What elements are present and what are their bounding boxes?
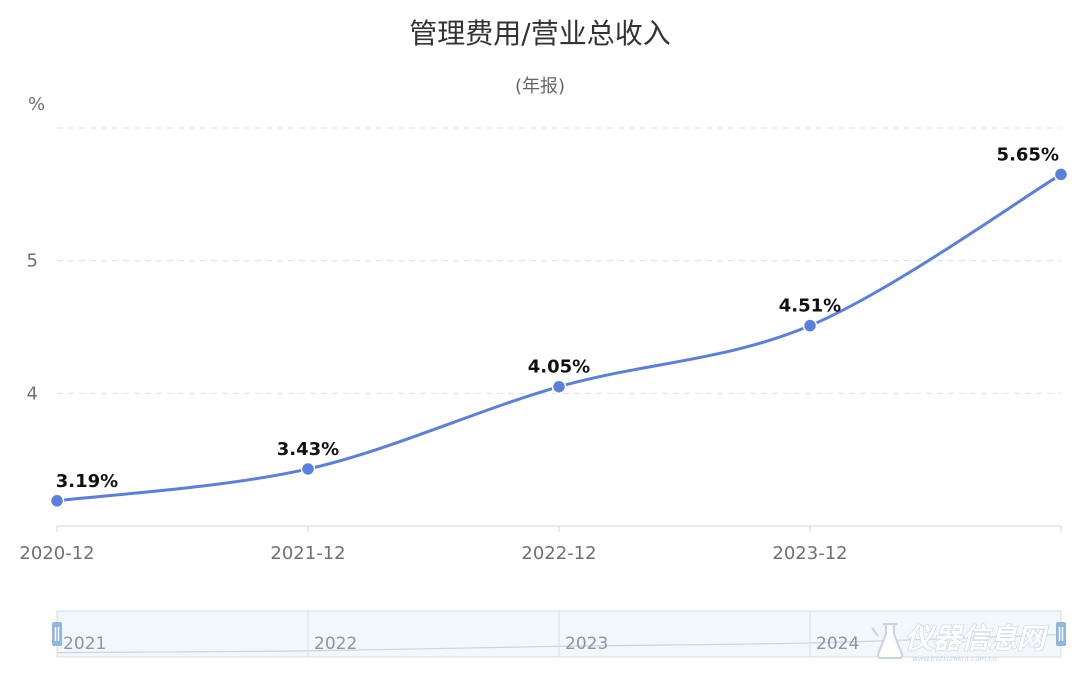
data-label: 4.05% <box>528 357 590 378</box>
data-zoom-left-handle[interactable] <box>52 622 62 646</box>
x-tick-label: 2021-12 <box>270 543 345 564</box>
data-point[interactable] <box>1053 167 1069 182</box>
data-zoom-label: 2023 <box>565 634 608 654</box>
y-axis-ticks: 45 <box>27 251 38 405</box>
data-label: 4.51% <box>779 296 841 317</box>
data-label: 3.43% <box>277 439 339 460</box>
data-zoom-dividers <box>307 611 811 657</box>
y-tick-label: 5 <box>27 251 38 272</box>
x-tick-label: 2022-12 <box>521 543 596 564</box>
x-axis-ticks: 2020-12 2021-12 2022-12 2023-12 <box>19 526 1062 564</box>
data-point[interactable] <box>551 379 567 394</box>
chart-title: 管理费用/营业总收入 <box>409 17 670 50</box>
y-axis-unit: % <box>28 94 45 115</box>
data-label: 3.19% <box>56 471 118 492</box>
data-point[interactable] <box>49 493 65 509</box>
watermark: 仪器信息网 www.instrument.com.cn <box>871 621 1050 663</box>
data-zoom-label: 2024 <box>816 634 859 654</box>
y-tick-label: 4 <box>27 383 38 404</box>
data-point[interactable] <box>300 461 316 477</box>
data-label: 5.65% <box>997 144 1059 165</box>
watermark-logo-icon <box>871 623 904 659</box>
data-point[interactable] <box>802 318 818 333</box>
series-line <box>56 173 1062 503</box>
chart-subtitle: (年报) <box>515 76 565 97</box>
data-zoom-right-handle[interactable] <box>1056 622 1066 646</box>
watermark-text: 仪器信息网 <box>905 622 1049 655</box>
x-tick-label: 2020-12 <box>19 543 94 564</box>
data-zoom-label: 2022 <box>314 634 357 654</box>
x-tick-label: 2023-12 <box>772 543 847 564</box>
data-points <box>49 167 1069 509</box>
data-zoom-label: 2021 <box>63 634 106 654</box>
data-labels: 3.19% 3.43% 4.05% 4.51% 5.65% <box>56 144 1059 491</box>
watermark-subtext: www.instrument.com.cn <box>912 655 997 663</box>
grid-lines <box>57 127 1061 394</box>
data-zoom-labels: 2021 2022 2023 2024 <box>63 634 859 654</box>
